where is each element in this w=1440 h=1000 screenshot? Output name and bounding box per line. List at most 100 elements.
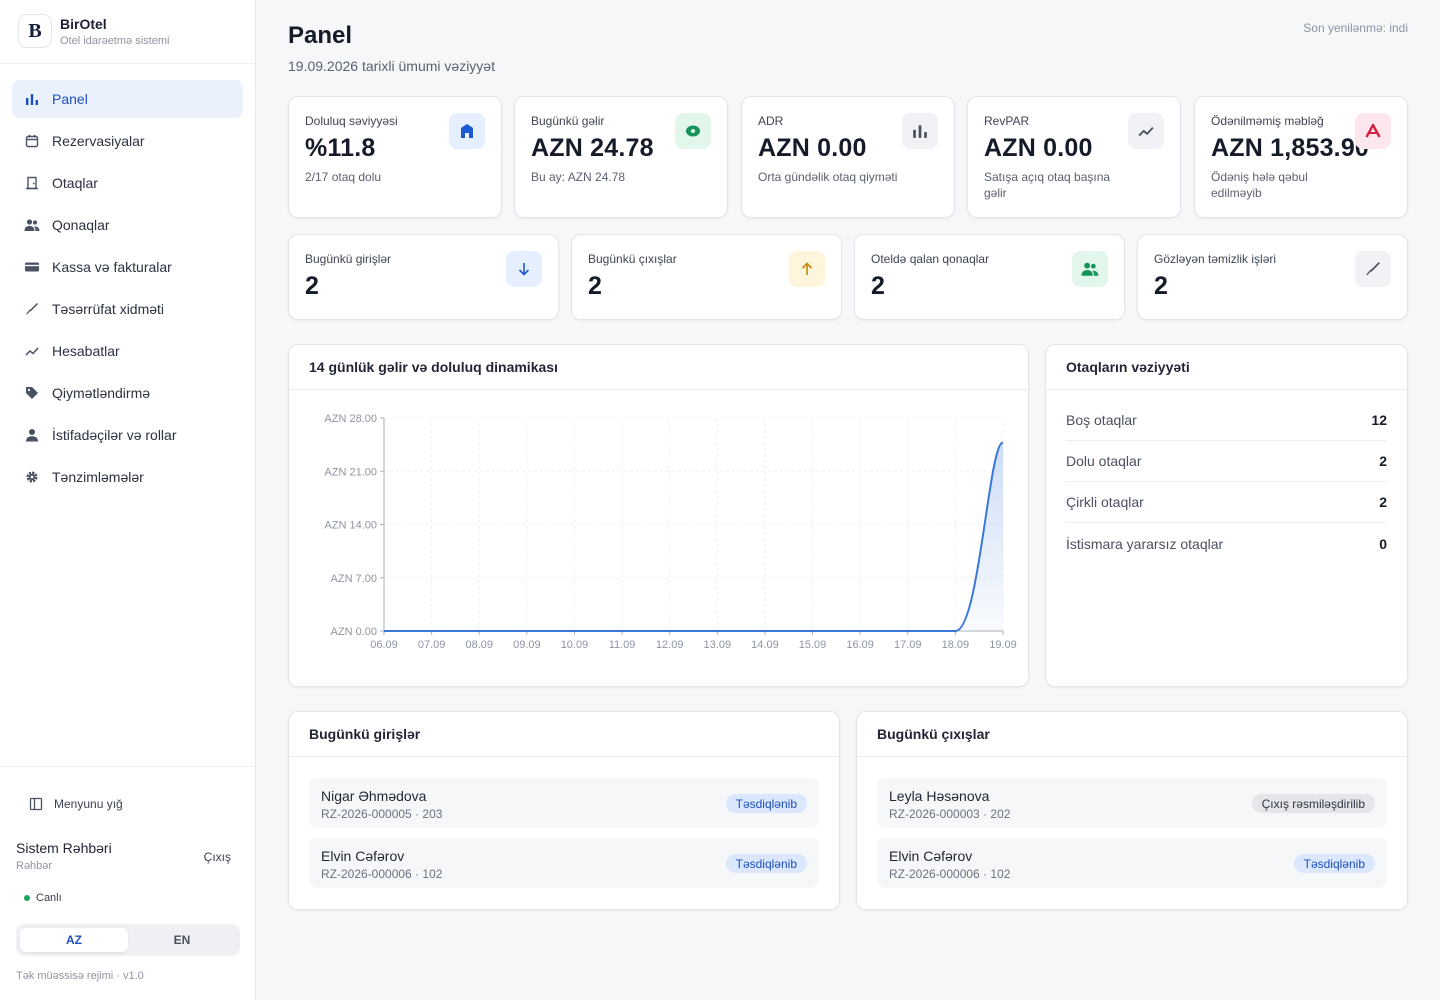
chart-y-tick-label: AZN 21.00	[324, 466, 377, 478]
kpi-card-revenue[interactable]: Bugünkü gəlir AZN 24.78 Bu ay: AZN 24.78	[514, 96, 728, 218]
room-status-value: 12	[1371, 412, 1387, 428]
kpi-label: Doluluq səviyyəsi	[305, 114, 398, 128]
kpi-value: AZN 24.78	[531, 134, 654, 162]
panel-divider	[289, 389, 1028, 390]
trend-icon	[1128, 113, 1164, 149]
chart-y-tick-label: AZN 14.00	[324, 520, 377, 532]
reservation-meta: RZ-2026-000006 · 102	[321, 867, 443, 881]
sidebar-item-panel[interactable]: Panel	[12, 80, 243, 118]
chart-x-tick-label: 13.09	[704, 639, 732, 651]
people-icon	[24, 217, 40, 233]
sidebar-item-cash[interactable]: Kassa və fakturalar	[12, 248, 243, 286]
live-status-label: Canlı	[36, 892, 62, 904]
revenue-chart[interactable]: AZN 0.00 AZN 7.00 AZN 14.00 AZN 21.00 AZN 28…	[289, 390, 1030, 690]
version-note: Tək müəssisə rejimi · v1.0	[16, 970, 144, 982]
arrow-up-icon	[789, 251, 825, 287]
list-item[interactable]: Leyla Həsənova RZ-2026-000003 · 202 Çıxı…	[877, 778, 1387, 828]
chart-x-tick-label: 15.09	[799, 639, 827, 651]
sidebar-item-label: Təsərrüfat xidməti	[52, 301, 165, 317]
ops-card-arrivals[interactable]: Bugünkü girişlər 2	[288, 234, 559, 320]
ops-card-departures[interactable]: Bugünkü çıxışlar 2	[571, 234, 842, 320]
collapse-menu-button[interactable]: Menyunu yığ	[28, 796, 123, 812]
sidebar-item-settings[interactable]: Tənzimləmələr	[12, 458, 243, 496]
chart-x-tick-label: 17.09	[894, 639, 922, 651]
reservation-meta: RZ-2026-000006 · 102	[889, 867, 1011, 881]
logout-button[interactable]: Çıxış	[203, 850, 231, 864]
broom-icon	[1355, 251, 1391, 287]
sidebar-item-guests[interactable]: Qonaqlar	[12, 206, 243, 244]
departures-title: Bugünkü çıxışlar	[877, 726, 990, 742]
ops-card-cleaning[interactable]: Gözləyən təmizlik işləri 2	[1137, 234, 1408, 320]
language-switch: AZ EN	[16, 924, 240, 956]
room-status-value: 0	[1379, 535, 1387, 552]
chart-title: 14 günlük gəlir və doluluq dinamikası	[309, 359, 558, 375]
building-icon	[449, 113, 485, 149]
room-status-row-dirty[interactable]: Çirkli otaqlar 2	[1066, 482, 1387, 523]
kpi-card-occupancy[interactable]: Doluluq səviyyəsi %11.8 2/17 otaq dolu	[288, 96, 502, 218]
chart-x-tick-label: 06.09	[370, 639, 398, 651]
chart-x-tick-label: 10.09	[561, 639, 589, 651]
sidebar-nav: Panel Rezervasiyalar Otaqlar Qonaqlar Ka…	[12, 80, 243, 500]
user-card: Sistem Rəhbəri Rəhbər Çıxış	[16, 840, 240, 872]
bar-chart-icon	[902, 113, 938, 149]
sidebar-item-label: Hesabatlar	[52, 343, 120, 359]
lang-az-button[interactable]: AZ	[20, 928, 128, 952]
sidebar-item-reports[interactable]: Hesabatlar	[12, 332, 243, 370]
alert-icon	[1355, 113, 1391, 149]
kpi-value: AZN 0.00	[984, 134, 1093, 162]
kpi-value: AZN 0.00	[758, 134, 867, 162]
sidebar-item-label: Otaqlar	[52, 175, 98, 191]
room-status-label: Dolu otaqlar	[1066, 453, 1142, 469]
guest-name: Elvin Cəfərov	[321, 848, 405, 864]
list-item[interactable]: Nigar Əhmədova RZ-2026-000005 · 203 Təsd…	[309, 778, 819, 828]
calendar-icon	[24, 133, 40, 149]
ops-card-in-house[interactable]: Oteldə qalan qonaqlar 2	[854, 234, 1125, 320]
room-status-row-out-of-order[interactable]: İstismara yararsız otaqlar 0	[1066, 523, 1387, 564]
sidebar-item-pricing[interactable]: Qiymətləndirmə	[12, 374, 243, 412]
room-status-value: 2	[1379, 494, 1387, 510]
ops-label: Bugünkü girişlər	[305, 252, 392, 266]
chart-x-tick-label: 11.09	[609, 639, 636, 651]
sidebar-item-users[interactable]: İstifadəçilər və rollar	[12, 416, 243, 454]
chart-y-tick-label: AZN 0.00	[331, 626, 377, 638]
kpi-card-adr[interactable]: ADR AZN 0.00 Orta gündəlik otaq qiyməti	[741, 96, 955, 218]
list-item[interactable]: Elvin Cəfərov RZ-2026-000006 · 102 Təsdi…	[877, 838, 1387, 888]
sidebar-item-label: Panel	[52, 91, 88, 107]
sidebar-item-reservations[interactable]: Rezervasiyalar	[12, 122, 243, 160]
list-item[interactable]: Elvin Cəfərov RZ-2026-000006 · 102 Təsdi…	[309, 838, 819, 888]
kpi-value: %11.8	[305, 134, 376, 162]
kpi-card-revpar[interactable]: RevPAR AZN 0.00 Satışa açıq otaq başına …	[967, 96, 1181, 218]
sidebar-item-label: Qonaqlar	[52, 217, 110, 233]
chart-series-line	[384, 441, 1004, 632]
chart-x-tick-label: 16.09	[846, 639, 874, 651]
people-icon	[1072, 251, 1108, 287]
status-badge: Təsdiqlənib	[1293, 854, 1375, 873]
panel-divider	[1046, 389, 1407, 390]
brand-name: BirOtel	[60, 15, 107, 32]
chart-x-tick-label: 09.09	[513, 639, 541, 651]
lang-en-button[interactable]: EN	[173, 933, 191, 947]
sidebar-footer-divider	[0, 766, 255, 767]
page-title: Panel	[288, 22, 353, 49]
broom-icon	[24, 301, 40, 317]
guest-name: Leyla Həsənova	[889, 788, 990, 804]
live-status: Canlı	[24, 892, 62, 904]
chart-y-tick-label: AZN 28.00	[324, 413, 377, 425]
room-status-row-vacant[interactable]: Boş otaqlar 12	[1066, 400, 1387, 441]
cash-icon	[24, 259, 40, 275]
ops-value: 2	[1154, 272, 1169, 300]
sidebar-item-housekeeping[interactable]: Təsərrüfat xidməti	[12, 290, 243, 328]
brand[interactable]: B BirOtel Otel idarəetmə sistemi	[18, 14, 169, 48]
room-status-value: 2	[1379, 453, 1387, 469]
sidebar-divider	[0, 63, 255, 64]
user-name: Sistem Rəhbəri	[16, 840, 112, 856]
arrow-down-icon	[506, 251, 542, 287]
kpi-label: Bugünkü gəlir	[531, 114, 605, 128]
collapse-menu-label: Menyunu yığ	[54, 797, 123, 811]
sidebar-item-rooms[interactable]: Otaqlar	[12, 164, 243, 202]
kpi-card-outstanding[interactable]: Ödənilməmiş məbləğ AZN 1,853.90 Ödəniş h…	[1194, 96, 1408, 218]
last-updated: Son yenilənmə: indi	[1303, 21, 1408, 35]
chart-y-tick-label: AZN 7.00	[331, 573, 377, 585]
room-status-row-occupied[interactable]: Dolu otaqlar 2	[1066, 441, 1387, 482]
departures-card: Bugünkü çıxışlar Leyla Həsənova RZ-2026-…	[856, 711, 1408, 910]
